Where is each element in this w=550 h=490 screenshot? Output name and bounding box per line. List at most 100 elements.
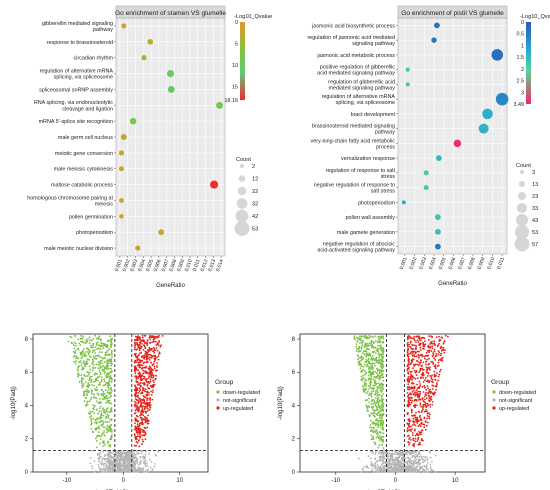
ns-point [116, 458, 118, 461]
down-point [376, 370, 379, 372]
up-point [149, 365, 151, 368]
colorbar-tick-label: 3 [521, 90, 524, 96]
ns-point [370, 465, 373, 467]
ns-point [100, 469, 102, 472]
down-point [92, 393, 95, 396]
up-point [136, 425, 139, 428]
down-point [103, 371, 106, 373]
up-point [416, 383, 418, 386]
up-point [136, 341, 139, 344]
y-term-label: male meiotic nuclear division [44, 246, 113, 252]
up-point [407, 395, 409, 397]
ns-point [146, 462, 149, 465]
up-point [407, 355, 410, 358]
down-point [108, 418, 111, 421]
ns-point [387, 452, 390, 455]
down-point [367, 367, 370, 370]
ns-point [372, 451, 375, 454]
down-point [107, 389, 110, 392]
ns-point [418, 461, 420, 464]
up-point [153, 351, 156, 354]
ns-point [374, 466, 377, 468]
down-point [88, 373, 90, 376]
ns-point [397, 458, 400, 461]
down-point [380, 358, 383, 361]
up-point [422, 391, 425, 393]
ns-point [400, 457, 403, 459]
down-point [109, 425, 111, 428]
down-point [381, 406, 384, 409]
ns-point [129, 456, 132, 459]
go-pistil: Go enrichment of pistil VS glumelle0.001… [308, 5, 550, 287]
ns-point [429, 463, 432, 466]
ns-point [91, 449, 93, 452]
go-point [119, 214, 124, 219]
down-point [96, 435, 98, 438]
up-point [407, 397, 410, 399]
down-point [91, 351, 94, 354]
down-point [95, 446, 98, 449]
up-point [418, 361, 420, 364]
ns-point [89, 462, 92, 465]
up-point [141, 386, 144, 389]
ns-point [126, 461, 128, 463]
up-point [408, 388, 410, 391]
ns-point [382, 466, 384, 468]
ns-point [378, 471, 381, 473]
y-term-label-line: positive regulation of gibberellic [320, 65, 396, 71]
up-point [418, 356, 420, 359]
down-point [86, 385, 89, 388]
ns-point [108, 459, 111, 461]
ns-point [108, 464, 111, 466]
up-point [427, 394, 430, 397]
down-point [382, 376, 384, 378]
up-point [408, 418, 411, 420]
y-term-label-line: RNA splicing, via endonucleolytic [34, 100, 113, 106]
down-point [364, 387, 367, 390]
down-point [95, 358, 98, 360]
down-point [100, 376, 103, 378]
go-point [121, 23, 127, 29]
ns-point [383, 452, 385, 455]
up-point [151, 364, 154, 366]
go-point [401, 200, 406, 205]
up-point [422, 423, 425, 426]
go-point [147, 38, 154, 45]
ns-point [136, 457, 139, 460]
ns-point [115, 462, 117, 465]
ns-point [391, 458, 393, 461]
ns-point [129, 463, 132, 466]
up-point [143, 408, 146, 411]
up-point [148, 404, 151, 407]
ns-point [404, 465, 407, 468]
size-legend-label: 57 [532, 242, 538, 248]
up-point [417, 335, 420, 338]
colorbar-tick-label: 2 [521, 67, 524, 73]
up-point [434, 367, 437, 370]
down-point [93, 412, 96, 414]
up-point [147, 353, 150, 356]
down-point [377, 446, 380, 449]
down-point [376, 426, 379, 428]
down-point [106, 442, 109, 444]
down-point [368, 388, 370, 390]
ns-point [136, 470, 138, 473]
down-point [70, 336, 73, 339]
ns-point [408, 461, 411, 463]
down-point [103, 431, 105, 434]
down-point [371, 355, 374, 357]
up-point [139, 386, 142, 388]
up-point [418, 398, 421, 400]
down-point [110, 431, 113, 433]
down-point [366, 399, 369, 401]
up-point [146, 381, 148, 383]
up-point [433, 350, 436, 353]
up-point [141, 359, 144, 362]
up-point [141, 423, 144, 426]
ns-point [388, 461, 391, 464]
up-point [414, 391, 417, 394]
down-point [367, 360, 370, 363]
ns-point [147, 468, 150, 471]
up-point [136, 339, 139, 341]
up-point [412, 437, 415, 440]
